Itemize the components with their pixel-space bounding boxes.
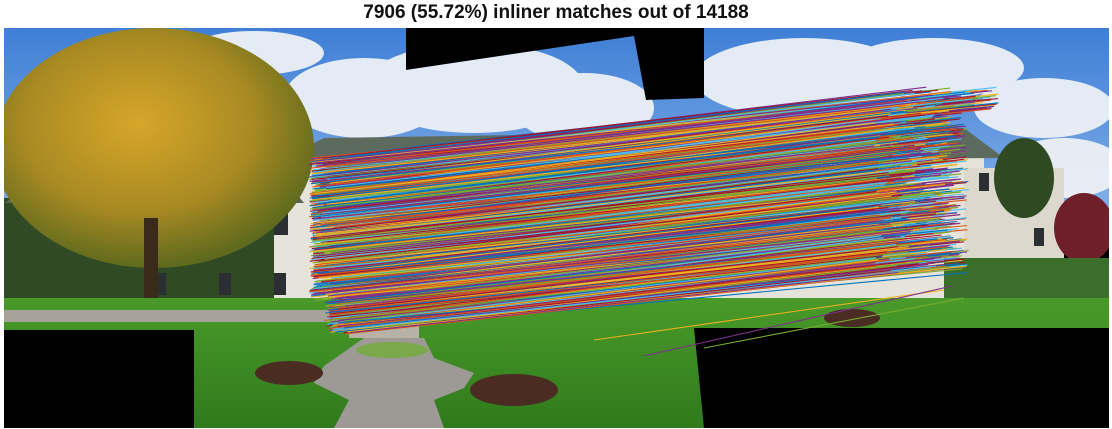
figure-title: 7906 (55.72%) inliner matches out of 141… — [363, 2, 749, 23]
match-line — [323, 155, 888, 223]
match-line — [324, 199, 928, 267]
match-line — [314, 188, 885, 250]
match-line — [643, 285, 953, 357]
match-line — [311, 175, 890, 241]
match-line — [313, 205, 875, 274]
match-line — [314, 136, 879, 206]
match-line — [340, 235, 901, 301]
inlier-match-lines — [308, 86, 999, 357]
match-line — [329, 126, 886, 195]
match-line — [313, 105, 906, 174]
panorama-image — [4, 28, 1109, 428]
match-line — [330, 219, 884, 288]
match-line — [329, 130, 877, 197]
match-line — [320, 146, 923, 216]
match-line — [331, 265, 877, 329]
match-line — [324, 253, 881, 322]
match-line — [336, 145, 875, 213]
match-line — [593, 289, 945, 341]
match-line — [312, 170, 880, 238]
match-line — [333, 257, 876, 325]
match-line — [313, 206, 880, 275]
match-line — [323, 170, 896, 237]
match-line — [318, 152, 896, 221]
match-line — [334, 240, 906, 304]
match-line — [318, 135, 880, 204]
match-line — [703, 297, 965, 349]
match-line — [312, 172, 889, 241]
match-line — [329, 251, 893, 316]
match-line — [336, 248, 881, 310]
match-line — [344, 237, 904, 303]
match-line — [312, 134, 876, 200]
match-line — [311, 229, 914, 296]
match-line — [313, 183, 916, 254]
match-line — [320, 99, 908, 170]
match-line — [321, 156, 881, 226]
stitched-panorama-figure — [4, 28, 1109, 428]
match-line — [329, 251, 888, 315]
match-line — [331, 177, 892, 248]
match-line — [316, 212, 908, 282]
match-line — [333, 223, 879, 288]
match-line — [313, 216, 893, 279]
match-line — [327, 257, 876, 322]
match-line — [341, 235, 881, 300]
match-line — [311, 91, 907, 163]
match-line — [313, 129, 923, 197]
match-line — [310, 142, 878, 210]
match-line — [316, 147, 876, 218]
match-line — [318, 101, 920, 171]
match-line — [334, 160, 877, 229]
match-line — [322, 89, 913, 159]
match-line — [350, 271, 899, 334]
